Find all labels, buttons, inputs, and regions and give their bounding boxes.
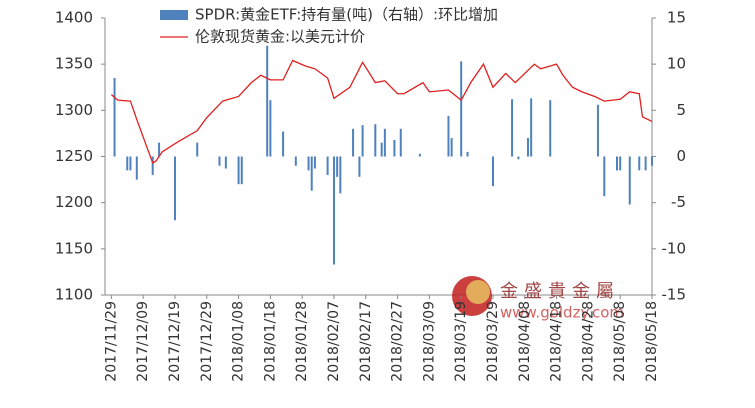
- bar: [596, 104, 599, 157]
- x-tick-label: 2018/05/08: [612, 301, 628, 382]
- y-tick-label: 1350: [55, 55, 93, 73]
- x-tick-label: 2018/05/18: [644, 301, 660, 382]
- bar: [173, 156, 176, 221]
- y-tick-label: 1100: [55, 286, 93, 304]
- bar: [383, 128, 386, 157]
- bar: [644, 156, 647, 171]
- bar: [269, 100, 272, 157]
- y2-tick-label: 5: [676, 101, 686, 119]
- bar: [447, 115, 450, 157]
- bar: [638, 156, 641, 171]
- bar: [135, 156, 138, 180]
- bar: [294, 156, 297, 166]
- y2-tick-label: -15: [662, 286, 687, 304]
- bar: [352, 128, 355, 157]
- bar: [491, 156, 494, 187]
- bar: [530, 98, 533, 157]
- x-tick-label: 2018/02/17: [358, 301, 374, 382]
- bar: [332, 156, 335, 265]
- bar: [361, 125, 364, 157]
- bar: [218, 156, 221, 166]
- bar: [313, 156, 316, 169]
- x-tick-label: 2017/12/09: [135, 301, 151, 382]
- y2-tick-label: 0: [676, 147, 686, 165]
- bar: [113, 78, 116, 157]
- bar: [549, 100, 552, 157]
- y-tick-label: 1200: [55, 193, 93, 211]
- x-tick-label: 2018/01/28: [294, 301, 310, 382]
- bar: [158, 142, 161, 157]
- bar: [339, 156, 342, 194]
- bar: [616, 156, 619, 171]
- x-tick-label: 2017/12/29: [199, 301, 215, 382]
- y2-tick-label: 15: [667, 9, 686, 27]
- y2-tick-label: -5: [671, 193, 686, 211]
- y2-tick-label: 10: [667, 55, 686, 73]
- bar: [282, 131, 285, 157]
- x-tick-label: 2017/12/19: [167, 301, 183, 382]
- bar: [196, 142, 199, 157]
- legend-label: 伦敦现货黄金:以美元计价: [195, 28, 365, 46]
- y2-tick-label: -10: [662, 239, 687, 257]
- bar: [237, 156, 240, 185]
- bar: [418, 153, 421, 157]
- bar: [619, 156, 622, 171]
- x-tick-label: 2018/02/27: [390, 301, 406, 382]
- x-tick-label: 2018/01/08: [231, 301, 247, 382]
- y-tick-label: 1150: [55, 239, 93, 257]
- bar: [460, 61, 463, 157]
- x-tick-label: 2018/01/18: [262, 301, 278, 382]
- x-tick-label: 2018/03/29: [485, 301, 501, 382]
- bar: [628, 156, 631, 205]
- bar: [129, 156, 132, 171]
- line: [110, 59, 653, 164]
- bar: [310, 156, 313, 191]
- x-tick-label: 2018/03/09: [421, 301, 437, 382]
- y-tick-label: 1300: [55, 101, 93, 119]
- bar: [399, 128, 402, 157]
- x-tick-label: 2018/04/08: [517, 301, 533, 382]
- bar: [326, 156, 329, 175]
- bar: [393, 139, 396, 157]
- legend-label: SPDR:黄金ETF:持有量(吨)（右轴）:环比增加: [195, 6, 498, 24]
- bar: [336, 156, 339, 177]
- y-tick-label: 1250: [55, 147, 93, 165]
- bar: [126, 156, 129, 171]
- bar: [380, 142, 383, 157]
- x-tick-label: 2018/04/28: [580, 301, 596, 382]
- bar: [307, 156, 310, 171]
- x-tick-label: 2018/04/18: [549, 301, 565, 382]
- bar: [358, 156, 361, 177]
- bar: [224, 156, 227, 169]
- x-tick-label: 2017/11/29: [103, 301, 119, 382]
- bar: [603, 156, 606, 197]
- watermark-url: www.goldzy.com: [500, 304, 624, 322]
- x-tick-label: 2018/02/07: [326, 301, 342, 382]
- watermark-name: 金盛貴金屬: [500, 281, 620, 302]
- logo-inner: [466, 280, 490, 304]
- y-tick-label: 1400: [55, 9, 93, 27]
- bar: [374, 124, 377, 157]
- bar: [511, 99, 514, 157]
- bar: [151, 156, 154, 175]
- bar: [266, 45, 269, 157]
- bar: [517, 156, 520, 160]
- bar: [450, 138, 453, 157]
- bar: [526, 138, 529, 157]
- x-tick-label: 2018/03/19: [453, 301, 469, 382]
- bar: [240, 156, 243, 185]
- legend-swatch: [160, 10, 188, 20]
- bar: [651, 156, 653, 166]
- bar: [466, 151, 469, 157]
